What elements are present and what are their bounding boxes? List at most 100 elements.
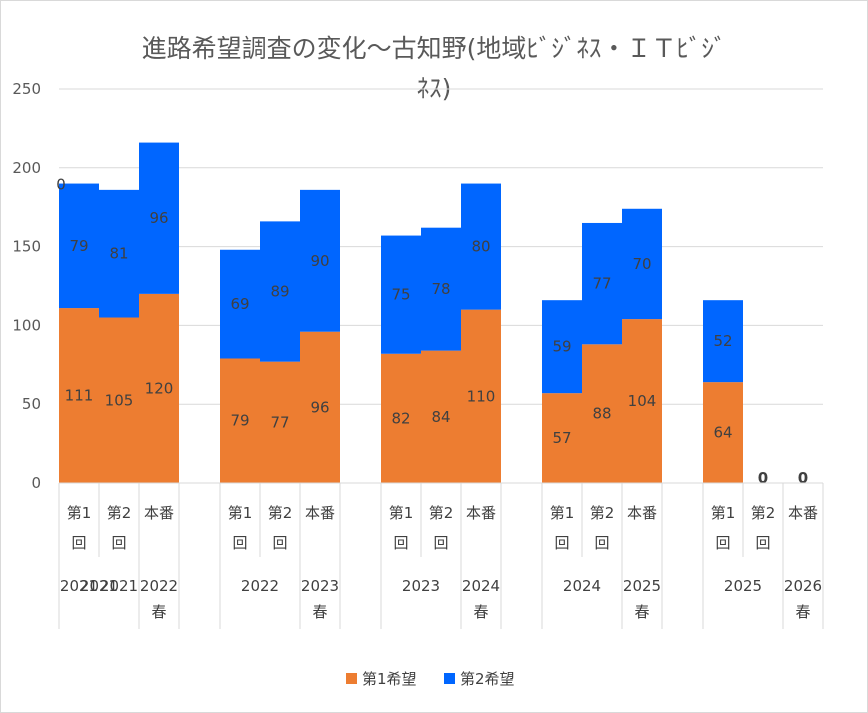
x-category-label: 本番	[788, 504, 818, 522]
x-year-label: 2024	[462, 577, 500, 595]
data-label-first: 64	[713, 424, 732, 442]
data-label-first: 120	[145, 379, 174, 397]
x-group-year-label: 2025	[724, 577, 762, 595]
bar-first-choice	[139, 293, 179, 483]
data-label-first: 82	[391, 409, 410, 427]
x-category-label: 第1	[550, 504, 575, 522]
bar-second-choice	[139, 142, 179, 294]
x-category-label: 第1	[67, 504, 92, 522]
bar-second-choice	[220, 249, 260, 359]
data-label-second: 52	[713, 332, 732, 350]
data-label-first: 77	[270, 413, 289, 431]
data-label-first: 96	[310, 398, 329, 416]
data-label-second: 77	[592, 275, 611, 293]
x-year-label: 2021	[100, 577, 138, 595]
data-label-second: 70	[632, 255, 651, 273]
data-label-first: 88	[592, 405, 611, 423]
x-year-label: 2026	[784, 577, 822, 595]
x-category-label: 第1	[711, 504, 736, 522]
x-year-label: 2022	[140, 577, 178, 595]
data-label-zero: 0	[758, 469, 768, 487]
x-category-label: 第2	[268, 504, 293, 522]
data-label-zero: 0	[798, 469, 808, 487]
bar-second-choice	[260, 221, 300, 362]
legend-swatch	[346, 673, 357, 684]
bar-second-choice	[99, 189, 139, 318]
y-tick-label: 50	[22, 395, 41, 413]
x-category-label: 回	[433, 534, 448, 552]
bar-first-choice	[59, 308, 99, 483]
data-label-second: 59	[552, 338, 571, 356]
bar-first-choice	[461, 309, 501, 483]
x-year-label: 春	[634, 603, 649, 621]
bar-second-choice	[542, 300, 582, 394]
x-year-label: 春	[795, 603, 810, 621]
x-category-label: 第2	[429, 504, 454, 522]
bar-second-choice	[622, 208, 662, 320]
bar-second-choice	[381, 235, 421, 354]
x-year-label: 春	[151, 603, 166, 621]
x-category-label: 回	[554, 534, 569, 552]
bar-second-choice	[59, 183, 99, 309]
data-label-second: 79	[69, 237, 88, 255]
x-category-label: 回	[71, 534, 86, 552]
bar-second-choice	[421, 227, 461, 351]
bar-first-choice	[622, 319, 662, 483]
bar-first-choice	[542, 393, 582, 483]
data-label-second: 96	[149, 209, 168, 227]
x-category-label: 第2	[590, 504, 615, 522]
bar-first-choice	[99, 317, 139, 483]
data-label-second: 89	[270, 283, 289, 301]
data-label-first: 79	[230, 412, 249, 430]
data-label-first: 57	[552, 429, 571, 447]
data-label-second: 80	[471, 238, 490, 256]
legend-label: 第2希望	[460, 670, 515, 688]
data-label-second: 78	[431, 280, 450, 298]
bar-second-choice	[582, 222, 622, 345]
legend-label: 第1希望	[362, 670, 417, 688]
data-label-second: 81	[109, 245, 128, 263]
x-category-label: 回	[755, 534, 770, 552]
y-tick-label: 250	[12, 80, 41, 98]
x-group-year-label: 2024	[563, 577, 601, 595]
x-category-label: 第2	[107, 504, 132, 522]
bar-second-choice	[300, 189, 340, 332]
bar-first-choice	[582, 344, 622, 483]
data-label-second: 75	[391, 286, 410, 304]
x-category-label: 回	[111, 534, 126, 552]
x-category-label: 本番	[627, 504, 657, 522]
x-year-label: 2023	[301, 577, 339, 595]
y-tick-label: 100	[12, 316, 41, 334]
x-year-label: 春	[473, 603, 488, 621]
y-tick-label: 0	[31, 474, 41, 492]
data-label-zero: 0	[56, 176, 66, 194]
y-tick-label: 200	[12, 159, 41, 177]
x-year-label: 2021	[60, 577, 98, 595]
x-group-year-label: 2021	[80, 577, 118, 595]
x-category-label: 第1	[389, 504, 414, 522]
x-category-label: 本番	[466, 504, 496, 522]
x-year-label: 2025	[623, 577, 661, 595]
x-category-label: 回	[594, 534, 609, 552]
data-label-first: 104	[628, 392, 657, 410]
bar-second-choice	[461, 183, 501, 310]
data-label-second: 90	[310, 252, 329, 270]
bar-first-choice	[703, 382, 743, 483]
x-group-year-label: 2022	[241, 577, 279, 595]
bar-second-choice	[703, 300, 743, 383]
x-category-label: 回	[393, 534, 408, 552]
chart-title-line: 進路希望調査の変化～古知野(地域ﾋﾞｼﾞﾈｽ・ＩＴﾋﾞｼﾞ	[142, 34, 727, 63]
bar-first-choice	[260, 361, 300, 483]
x-category-label: 回	[232, 534, 247, 552]
data-label-first: 111	[65, 387, 94, 405]
data-label-first: 105	[105, 391, 134, 409]
bar-first-choice	[220, 358, 260, 483]
x-category-label: 第2	[751, 504, 776, 522]
x-category-label: 本番	[144, 504, 174, 522]
x-year-label: 春	[312, 603, 327, 621]
data-label-second: 69	[230, 295, 249, 313]
x-group-year-label: 2023	[402, 577, 440, 595]
data-label-first: 84	[431, 408, 450, 426]
